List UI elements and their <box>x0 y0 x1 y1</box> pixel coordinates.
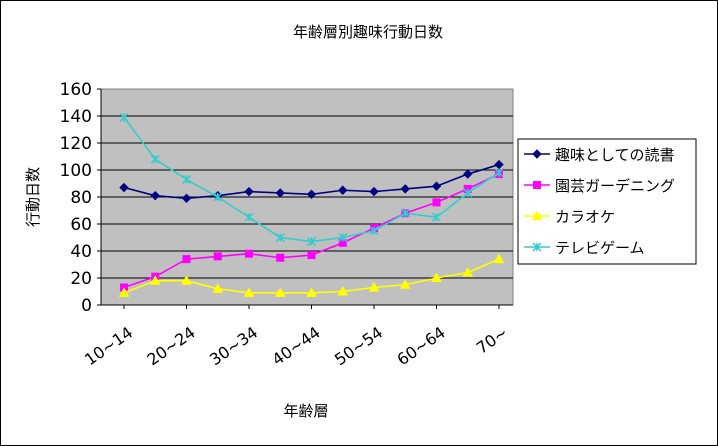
y-tick-label: 80 <box>70 188 92 208</box>
data-point <box>463 169 473 179</box>
data-point <box>212 283 224 293</box>
data-point <box>400 208 410 218</box>
x-tick-label: 70~ <box>473 323 512 358</box>
data-point <box>150 154 160 164</box>
legend-label: 園芸ガーデニング <box>555 177 675 195</box>
data-point <box>431 212 442 222</box>
y-tick-label: 160 <box>60 80 92 100</box>
y-tick-label: 20 <box>70 269 92 289</box>
data-point <box>119 112 129 122</box>
data-point <box>431 181 442 191</box>
data-point <box>181 174 192 184</box>
y-tick-label: 140 <box>60 107 92 127</box>
data-point <box>338 232 348 243</box>
data-point <box>182 255 191 264</box>
data-point <box>368 281 380 292</box>
data-point <box>400 184 410 194</box>
data-point <box>245 249 253 258</box>
data-point <box>181 275 192 285</box>
y-axis-ticks: 0 20 40 60 80 100 120 140 160 <box>60 80 102 316</box>
legend-label: カラオケ <box>555 208 615 226</box>
x-tick-label: 30~34 <box>206 323 261 370</box>
data-point <box>494 168 504 178</box>
data-point <box>493 253 505 264</box>
series-4 <box>119 112 504 247</box>
data-point <box>307 251 316 260</box>
data-point <box>181 193 192 204</box>
data-point <box>462 267 474 277</box>
y-tick-label: 100 <box>60 161 92 181</box>
series-3 <box>118 253 505 297</box>
y-tick-label: 60 <box>70 215 92 235</box>
data-point <box>399 279 411 289</box>
data-point <box>369 186 379 197</box>
data-point <box>275 188 285 198</box>
x-tick-label: 10~14 <box>81 323 136 370</box>
data-point <box>213 252 222 261</box>
y-tick-label: 120 <box>60 134 92 154</box>
legend-item: 趣味としての読書 <box>524 146 675 164</box>
legend-label: テレビゲーム <box>555 239 645 257</box>
data-point <box>275 232 285 243</box>
x-tick-label: 40~44 <box>269 323 324 370</box>
data-point <box>244 212 254 222</box>
x-axis-ticks: 10~14 20~24 30~34 40~44 50~54 60~64 70~ <box>81 304 513 370</box>
data-point <box>276 253 285 262</box>
gridlines <box>101 115 513 279</box>
data-point <box>213 192 223 202</box>
x-tick-label: 60~64 <box>394 323 449 370</box>
data-point <box>463 188 473 198</box>
data-point <box>306 237 317 247</box>
legend-label: 趣味としての読書 <box>555 146 675 164</box>
data-point <box>243 287 255 297</box>
x-axis-label: 年齢層 <box>283 402 328 420</box>
data-point <box>338 185 348 195</box>
x-tick-label: 50~54 <box>331 323 386 370</box>
data-point <box>244 186 254 197</box>
data-point <box>149 275 161 285</box>
data-point <box>150 190 160 201</box>
legend-item: カラオケ <box>524 208 615 226</box>
x-tick-label: 20~24 <box>144 323 199 370</box>
y-tick-label: 0 <box>81 296 92 316</box>
y-tick-label: 40 <box>70 242 92 262</box>
data-point <box>532 242 542 252</box>
data-point <box>118 287 130 297</box>
data-point <box>306 287 317 297</box>
data-point <box>531 210 543 220</box>
series-layer <box>118 112 505 297</box>
legend-item: テレビゲーム <box>524 239 645 257</box>
data-point <box>431 272 442 282</box>
data-point <box>119 182 129 193</box>
data-point <box>337 285 349 296</box>
legend-box <box>517 138 697 265</box>
data-point <box>432 198 441 207</box>
data-point <box>274 287 286 297</box>
data-point <box>369 226 379 236</box>
legend-item: 園芸ガーデニング <box>524 177 675 195</box>
data-point <box>494 159 504 170</box>
data-point <box>533 181 541 189</box>
data-point <box>532 149 542 159</box>
data-point <box>306 189 317 200</box>
y-axis-label: 行動日数 <box>24 167 42 227</box>
chart-title: 年齢層別趣味行動日数 <box>293 23 443 41</box>
